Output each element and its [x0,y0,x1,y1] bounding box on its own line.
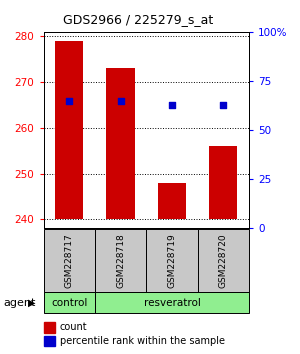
Point [118,98,123,103]
Bar [158,183,186,219]
Bar [95,292,249,313]
Text: GSM228717: GSM228717 [65,233,74,288]
Text: percentile rank within the sample: percentile rank within the sample [60,336,225,346]
Bar [44,229,95,292]
Point [221,102,226,107]
Text: GSM228718: GSM228718 [116,233,125,288]
Text: agent: agent [3,298,35,308]
Bar [95,229,146,292]
Text: control: control [51,298,87,308]
Bar [146,229,198,292]
Bar [44,292,95,313]
Point [67,98,72,103]
Text: ▶: ▶ [28,298,35,308]
Point [169,102,174,107]
Bar [209,146,237,219]
Bar [106,68,135,219]
Bar [198,229,249,292]
Text: GSM228719: GSM228719 [167,233,176,288]
Text: resveratrol: resveratrol [143,298,200,308]
Text: count: count [60,322,88,332]
Bar [55,41,83,219]
Text: GSM228720: GSM228720 [219,233,228,288]
Text: GDS2966 / 225279_s_at: GDS2966 / 225279_s_at [63,13,213,26]
